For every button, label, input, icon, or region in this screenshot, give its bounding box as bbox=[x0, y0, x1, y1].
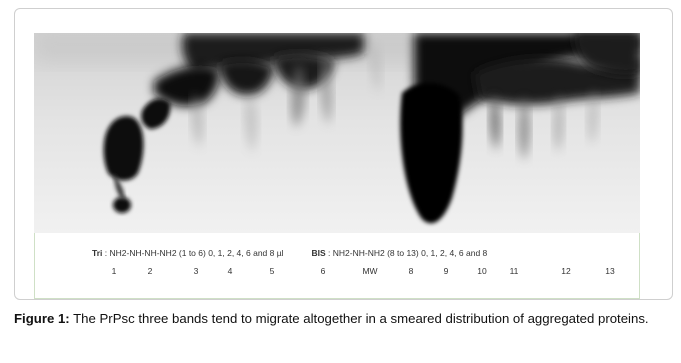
caption-text: The PrPsc three bands tend to migrate al… bbox=[69, 311, 649, 326]
gel-label-area bbox=[34, 233, 640, 299]
lane-label: 6 bbox=[320, 266, 326, 276]
tri-label: Tri bbox=[92, 248, 103, 258]
lane-label: 11 bbox=[509, 266, 519, 276]
gel-legend: Tri : NH2-NH-NH-NH2 (1 to 6) 0, 1, 2, 4,… bbox=[92, 248, 487, 258]
lane-label: 9 bbox=[443, 266, 449, 276]
lane-label: 5 bbox=[269, 266, 275, 276]
caption-label: Figure 1: bbox=[14, 311, 70, 326]
lane-label: 13 bbox=[605, 266, 615, 276]
lane-label: 10 bbox=[477, 266, 487, 276]
lane-label: 3 bbox=[193, 266, 199, 276]
lane-label: 1 bbox=[111, 266, 117, 276]
bis-label: BIS bbox=[311, 248, 326, 258]
lane-label: 12 bbox=[561, 266, 571, 276]
bis-description: : NH2-NH-NH2 (8 to 13) 0, 1, 2, 4, 6 and… bbox=[325, 248, 488, 258]
lane-label: 4 bbox=[227, 266, 233, 276]
tri-description: : NH2-NH-NH-NH2 (1 to 6) 0, 1, 2, 4, 6 a… bbox=[102, 248, 284, 258]
lane-label: MW bbox=[362, 266, 378, 276]
western-blot-gel-image bbox=[34, 33, 640, 233]
lane-label: 2 bbox=[147, 266, 153, 276]
figure-caption: Figure 1: The PrPsc three bands tend to … bbox=[14, 310, 670, 327]
lane-label: 8 bbox=[408, 266, 414, 276]
